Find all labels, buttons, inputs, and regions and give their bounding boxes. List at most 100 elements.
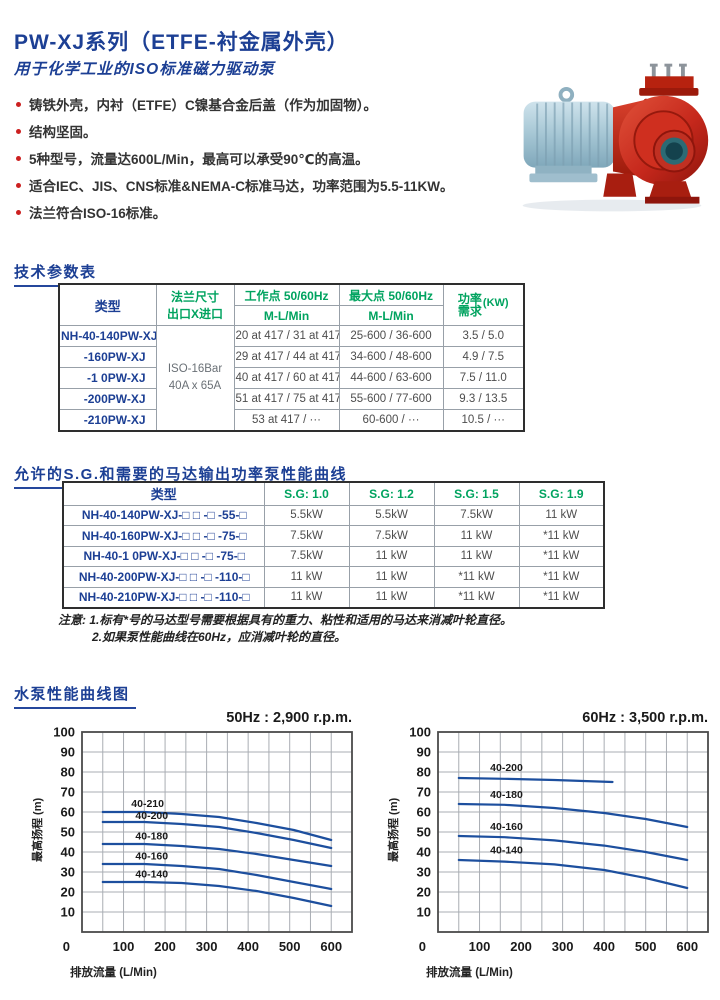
power-header-unit: (KW) <box>482 297 509 309</box>
flange-header-line2: 出口X进口 <box>166 307 223 321</box>
svg-text:80: 80 <box>61 765 75 780</box>
svg-text:0: 0 <box>63 939 70 954</box>
svg-text:100: 100 <box>409 725 431 740</box>
kw-cell: 11 kW <box>518 504 605 526</box>
curve-label: 40-180 <box>135 830 168 842</box>
svg-text:300: 300 <box>552 939 574 954</box>
table-row: NH-40-140PW-XJ ISO-16Bar 40A x 65A 20 at… <box>58 325 525 431</box>
bullet-icon <box>16 129 21 134</box>
feature-text: 适合IEC、JIS、CNS标准&NEMA-C标准马达，功率范围为5.5-11KW… <box>29 179 454 194</box>
kw-cell: 11 kW <box>348 545 435 567</box>
svg-text:30: 30 <box>61 865 75 880</box>
specs-table: 类型 法兰尺寸 出口X进口 工作点 50/60Hz 最大点 50/60Hz 功率… <box>58 283 525 432</box>
svg-text:100: 100 <box>113 939 135 954</box>
svg-text:300: 300 <box>196 939 218 954</box>
curves-section-heading: 水泵性能曲线图 <box>14 683 136 709</box>
col-header-max-point: 最大点 50/60Hz <box>338 283 444 306</box>
charts-row: 40-210 40-200 40-180 40-160 40-140 100 200 300 4… <box>30 708 716 984</box>
curve-label: 40-180 <box>490 789 523 801</box>
note-text-2: 2.如果泵性能曲线在60Hz，应消减叶轮的直径。 <box>92 630 347 644</box>
sg-col-header-1.5: S.G: 1.5 <box>433 481 520 506</box>
y-axis-label: 最高扬程 (m) <box>30 798 44 862</box>
table-row: -160PW-XJ 29 at 417 / 44 at 417 34-600 /… <box>58 346 525 368</box>
max-cell: 44-600 / 63-600 <box>338 367 444 389</box>
model-cell: NH-40-140PW-XJ-□ □ -□ -55-□ <box>62 504 265 526</box>
curve-40-140 <box>101 880 333 908</box>
bullet-icon <box>16 156 21 161</box>
working-cell: 40 at 417 / 60 at 417 <box>233 367 340 389</box>
sg-col-header-1.0: S.G: 1.0 <box>263 481 350 506</box>
curve-40-200 <box>457 776 614 784</box>
max-cell: 60-600 / ··· <box>338 409 444 431</box>
svg-text:60: 60 <box>417 805 431 820</box>
feature-item: 铸铁外壳，内衬（ETFE）C镍基合金后盖（作为加固物）。 <box>16 92 521 119</box>
bullet-icon <box>16 210 21 215</box>
note-text-1: 1.标有*号的马达型号需要根据具有的重力、粘性和适用的马达来消减叶轮直径。 <box>89 613 513 627</box>
flange-value-line2: 40A x 65A <box>168 379 222 392</box>
flange-value-cell: ISO-16Bar 40A x 65A <box>155 325 235 431</box>
svg-text:600: 600 <box>320 939 342 954</box>
y-axis-label: 最高扬程 (m) <box>386 798 400 862</box>
svg-text:50: 50 <box>417 825 431 840</box>
svg-text:400: 400 <box>593 939 615 954</box>
model-cell: NH-40-1 0PW-XJ-□ □ -□ -75-□ <box>62 545 265 567</box>
table-row: NH-40-210PW-XJ-□ □ -□ -110-□ 11 kW 11 kW… <box>62 586 605 608</box>
curve-40-140 <box>457 858 689 890</box>
model-cell: -1 0PW-XJ <box>58 367 157 389</box>
flange-value-line1: ISO-16Bar <box>167 362 223 375</box>
pump-curve-chart-60hz: 40-200 40-180 40-160 40-140 100 200 300 400 500 6… <box>386 708 716 984</box>
svg-text:30: 30 <box>417 865 431 880</box>
feature-text: 5种型号，流量达600L/Min，最高可以承受90℃的高温。 <box>29 152 369 167</box>
svg-text:500: 500 <box>635 939 657 954</box>
feature-item: 适合IEC、JIS、CNS标准&NEMA-C标准马达，功率范围为5.5-11KW… <box>16 173 521 200</box>
kw-cell: 7.5kW <box>263 525 350 547</box>
power-cell: 10.5 / ··· <box>442 409 525 431</box>
table-row: NH-40-140PW-XJ-□ □ -□ -55-□ 5.5kW 5.5kW … <box>62 504 605 526</box>
max-cell: 55-600 / 77-600 <box>338 388 444 410</box>
power-cell: 9.3 / 13.5 <box>442 388 525 410</box>
svg-text:100: 100 <box>53 725 75 740</box>
kw-cell: *11 kW <box>518 545 605 567</box>
sg-col-header-1.9: S.G: 1.9 <box>518 481 605 506</box>
curve-label: 40-140 <box>135 868 168 880</box>
model-cell: NH-40-140PW-XJ <box>58 325 157 347</box>
chart-title: 60Hz : 3,500 r.p.m. <box>582 710 708 726</box>
note-label: 注意: <box>58 613 86 627</box>
bullet-icon <box>16 102 21 107</box>
table-row: -1 0PW-XJ 40 at 417 / 60 at 417 44-600 /… <box>58 367 525 389</box>
model-cell: -160PW-XJ <box>58 346 157 368</box>
svg-text:200: 200 <box>154 939 176 954</box>
svg-text:20: 20 <box>417 885 431 900</box>
svg-text:90: 90 <box>61 745 75 760</box>
feature-list: 铸铁外壳，内衬（ETFE）C镍基合金后盖（作为加固物）。 结构坚固。 5种型号，… <box>16 92 521 227</box>
kw-cell: 7.5kW <box>433 504 520 526</box>
kw-cell: *11 kW <box>518 586 605 608</box>
kw-cell: 11 kW <box>433 525 520 547</box>
page-title: PW-XJ系列（ETFE-衬金属外壳） <box>14 31 349 55</box>
page-subtitle: 用于化学工业的ISO标准磁力驱动泵 <box>14 60 275 78</box>
col-subheader-ml-min: M-L/Min <box>233 305 340 326</box>
kw-cell: 11 kW <box>263 566 350 588</box>
col-subheader-ml-min: M-L/Min <box>338 305 444 326</box>
curve-40-180 <box>101 842 333 868</box>
kw-cell: *11 kW <box>518 566 605 588</box>
sg-power-table: 类型 S.G: 1.0 S.G: 1.2 S.G: 1.5 S.G: 1.9 N… <box>62 481 605 609</box>
power-cell: 7.5 / 11.0 <box>442 367 525 389</box>
power-cell: 3.5 / 5.0 <box>442 325 525 347</box>
curve-label: 40-160 <box>135 850 168 862</box>
model-cell: -200PW-XJ <box>58 388 157 410</box>
model-cell: NH-40-160PW-XJ-□ □ -□ -75-□ <box>62 525 265 547</box>
feature-text: 铸铁外壳，内衬（ETFE）C镍基合金后盖（作为加固物）。 <box>29 98 378 113</box>
feature-text: 法兰符合ISO-16标准。 <box>29 206 167 221</box>
working-cell: 53 at 417 / ··· <box>233 409 340 431</box>
svg-text:70: 70 <box>61 785 75 800</box>
curve-40-160 <box>101 862 333 891</box>
max-cell: 25-600 / 36-600 <box>338 325 444 347</box>
svg-text:10: 10 <box>61 905 75 920</box>
feature-item: 结构坚固。 <box>16 119 521 146</box>
pump-curve-chart-50hz: 40-210 40-200 40-180 40-160 40-140 100 200 300 4… <box>30 708 360 984</box>
kw-cell: *11 kW <box>433 586 520 608</box>
curve-label: 40-200 <box>135 810 168 822</box>
